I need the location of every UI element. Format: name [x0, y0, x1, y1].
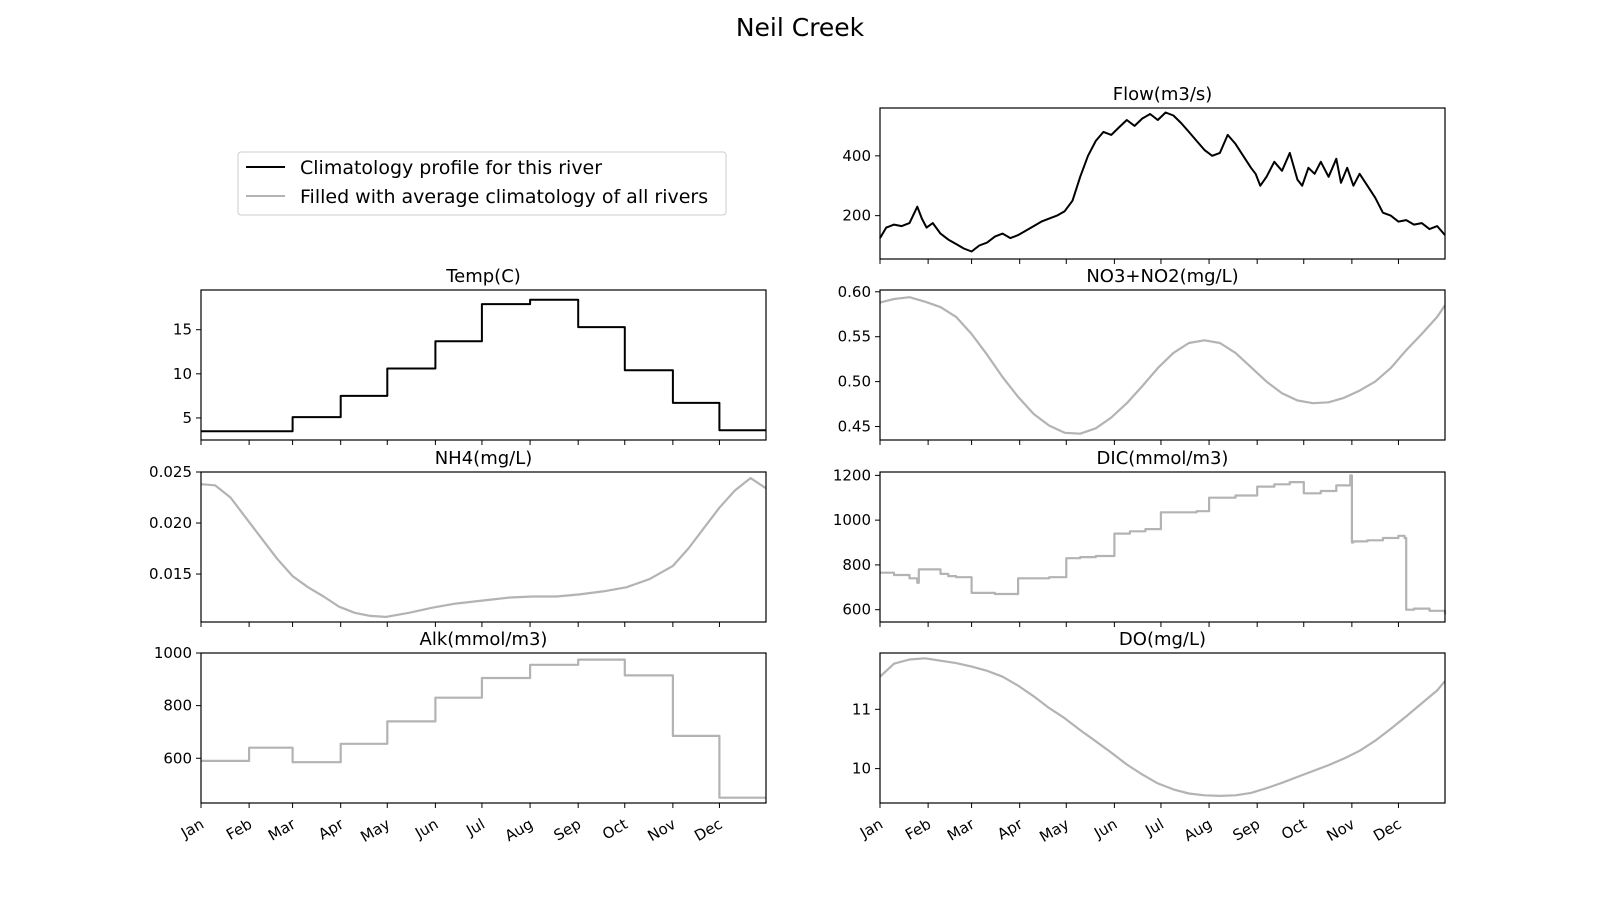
ytick-label-dic-1: 800	[842, 556, 871, 574]
panel-temp: Temp(C) 5 10 15	[173, 266, 767, 445]
ytick-label-dic-0: 600	[842, 601, 871, 619]
xtick-label-alk-2: Mar	[265, 814, 299, 844]
xtick-label-alk-9: Oct	[599, 815, 631, 844]
xtick-label-do-10: Nov	[1324, 815, 1358, 845]
xtick-label-do-5: Jun	[1090, 815, 1120, 843]
ytick-label-temp-2: 15	[173, 321, 192, 339]
ytick-label-no3-3: 0.60	[838, 283, 871, 301]
xtick-label-alk-6: Jul	[462, 815, 488, 840]
ytick-label-dic-2: 1000	[833, 511, 871, 529]
xtick-label-alk-10: Nov	[645, 815, 679, 845]
xtick-label-do-4: May	[1036, 815, 1072, 846]
xtick-label-do-1: Feb	[902, 815, 934, 844]
legend-frame	[237, 151, 727, 216]
ytick-label-do-1: 11	[852, 700, 871, 718]
axes-frame-dic	[879, 471, 1446, 623]
panel-title-nh4: NH4(mg/L)	[435, 448, 533, 469]
series-line-alk	[201, 658, 766, 799]
xtick-label-do-2: Mar	[944, 814, 978, 844]
ytick-label-nh4-0: 0.015	[149, 565, 192, 583]
ytick-label-alk-0: 600	[163, 749, 192, 767]
xtick-label-alk-11: Dec	[691, 815, 725, 845]
xtick-label-do-6: Jul	[1141, 815, 1167, 840]
panel-title-temp: Temp(C)	[445, 266, 521, 287]
axes-frame-do	[879, 652, 1446, 804]
figure-title: Neil Creek	[736, 13, 865, 42]
panel-title-do: DO(mg/L)	[1119, 629, 1206, 650]
axes-frame-flow	[879, 107, 1446, 260]
ytick-label-dic-3: 1200	[833, 466, 871, 484]
ytick-label-no3-2: 0.55	[838, 328, 871, 346]
legend: Climatology profile for this river Fille…	[237, 151, 727, 216]
ytick-label-flow-1: 400	[842, 147, 871, 165]
ytick-label-alk-2: 1000	[154, 644, 192, 662]
legend-label-river: Climatology profile for this river	[300, 157, 602, 179]
xtick-label-do-8: Sep	[1230, 815, 1263, 845]
panel-flow: Flow(m3/s) 200 400	[842, 84, 1446, 264]
xtick-label-do-9: Oct	[1278, 815, 1310, 844]
axes-frame-nh4	[200, 471, 767, 623]
panel-dic: DIC(mmol/m3) 600 800 1000 1200	[833, 448, 1447, 627]
xtick-label-alk-3: Apr	[315, 814, 347, 843]
panel-title-no3: NO3+NO2(mg/L)	[1086, 266, 1238, 287]
axes-frame-alk	[200, 652, 767, 804]
xtick-label-do-7: Aug	[1181, 815, 1215, 845]
panel-title-flow: Flow(m3/s)	[1113, 84, 1213, 105]
ytick-label-nh4-1: 0.020	[149, 514, 192, 532]
ytick-label-temp-0: 5	[182, 409, 192, 427]
xtick-label-alk-7: Aug	[502, 815, 536, 845]
ytick-label-no3-1: 0.50	[838, 373, 871, 391]
ytick-label-temp-1: 10	[173, 365, 192, 383]
panel-no3: NO3+NO2(mg/L) 0.45 0.50 0.55 0.60	[838, 266, 1446, 445]
series-line-do	[879, 657, 1446, 797]
xtick-label-alk-5: Jun	[411, 815, 441, 843]
ytick-label-do-0: 10	[852, 760, 871, 778]
series-line-temp	[201, 298, 766, 433]
legend-label-filled: Filled with average climatology of all r…	[300, 186, 708, 208]
ytick-label-nh4-2: 0.025	[149, 463, 192, 481]
panel-do: DO(mg/L) 10 11 Jan Feb Mar Apr May Jun Jul Aug Sep O…	[852, 629, 1446, 846]
series-line-nh4	[200, 477, 767, 618]
panel-nh4: NH4(mg/L) 0.015 0.020 0.025	[149, 448, 767, 627]
xtick-label-alk-8: Sep	[551, 815, 584, 845]
xtick-label-alk-4: May	[357, 815, 393, 846]
xtick-label-do-3: Apr	[994, 814, 1026, 843]
axes-frame-no3	[879, 289, 1446, 441]
xtick-label-do-0: Jan	[856, 815, 886, 843]
series-line-no3	[879, 296, 1446, 435]
ytick-label-alk-1: 800	[163, 697, 192, 715]
axes-frame-temp	[200, 289, 767, 441]
panel-title-alk: Alk(mmol/m3)	[420, 629, 548, 650]
xtick-label-alk-1: Feb	[223, 815, 255, 844]
series-line-flow	[879, 111, 1446, 253]
ytick-label-no3-0: 0.45	[838, 418, 871, 436]
series-line-dic	[880, 474, 1447, 615]
xtick-label-do-11: Dec	[1370, 815, 1404, 845]
xtick-label-alk-0: Jan	[177, 815, 207, 843]
ytick-label-flow-0: 200	[842, 207, 871, 225]
panel-alk: Alk(mmol/m3) 600 800 1000 Jan Feb Mar Apr May Jun…	[154, 629, 767, 846]
panel-title-dic: DIC(mmol/m3)	[1097, 448, 1229, 469]
